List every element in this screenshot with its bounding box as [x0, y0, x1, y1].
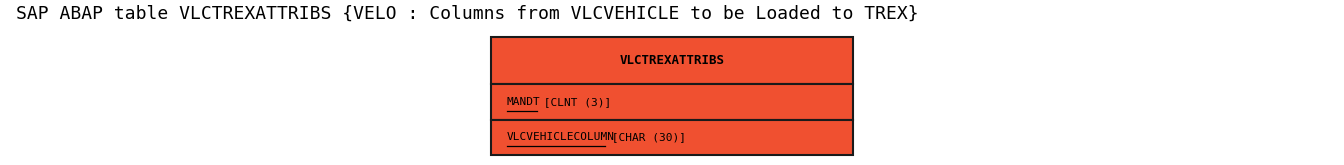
FancyBboxPatch shape — [491, 37, 853, 84]
Text: [CHAR (30)]: [CHAR (30)] — [605, 132, 685, 142]
FancyBboxPatch shape — [491, 84, 853, 120]
Text: SAP ABAP table VLCTREXATTRIBS {VELO : Columns from VLCVEHICLE to be Loaded to TR: SAP ABAP table VLCTREXATTRIBS {VELO : Co… — [16, 5, 919, 23]
Text: MANDT: MANDT — [507, 97, 540, 107]
Text: VLCVEHICLECOLUMN: VLCVEHICLECOLUMN — [507, 132, 614, 142]
Text: VLCTREXATTRIBS: VLCTREXATTRIBS — [620, 54, 724, 67]
Text: [CLNT (3)]: [CLNT (3)] — [538, 97, 612, 107]
FancyBboxPatch shape — [491, 120, 853, 155]
